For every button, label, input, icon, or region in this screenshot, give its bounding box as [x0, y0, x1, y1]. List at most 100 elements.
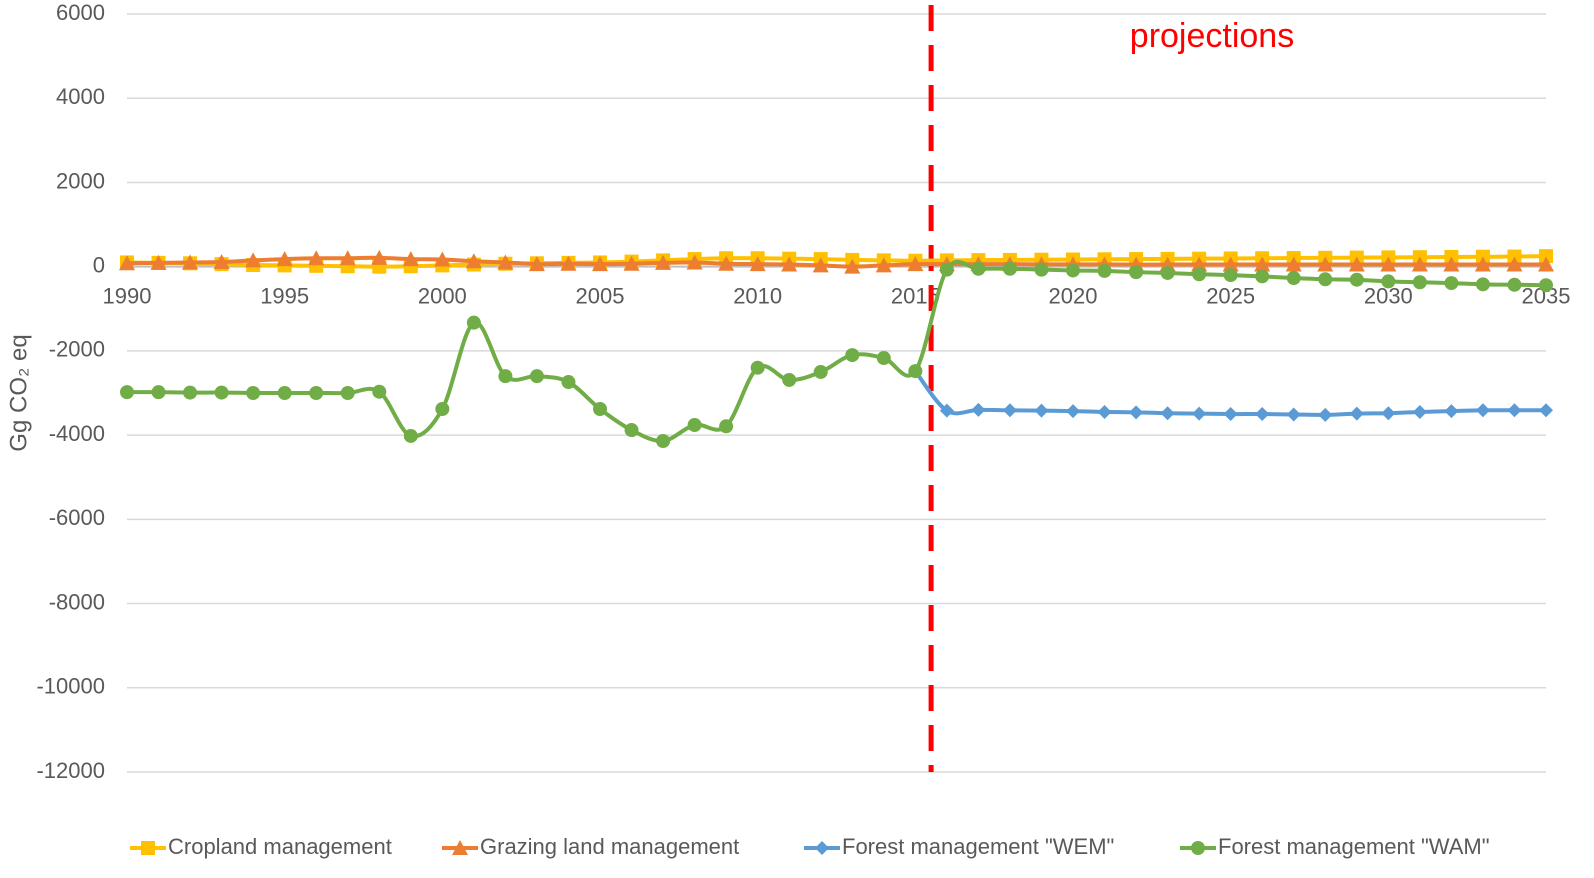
marker	[656, 434, 671, 449]
x-tick-label: 2010	[733, 283, 782, 308]
marker	[1349, 406, 1364, 421]
x-tick-label: 1995	[260, 283, 309, 308]
marker	[655, 254, 672, 270]
marker	[593, 402, 607, 417]
y-tick-label: 2000	[56, 168, 105, 193]
marker	[844, 258, 861, 274]
marker	[1475, 277, 1490, 292]
marker	[718, 255, 735, 271]
marker	[528, 256, 545, 272]
marker	[1285, 256, 1302, 272]
marker	[372, 384, 387, 399]
marker	[213, 254, 230, 270]
marker	[1506, 256, 1523, 272]
marker	[403, 428, 418, 443]
marker	[246, 386, 261, 400]
marker	[1191, 256, 1208, 272]
marker	[749, 256, 766, 272]
marker	[1381, 406, 1396, 421]
marker	[623, 255, 640, 271]
y-tick-label: -6000	[49, 505, 105, 530]
marker	[1255, 269, 1270, 284]
marker	[183, 385, 198, 400]
y-axis-title: Gg CO₂ eq	[5, 334, 32, 451]
marker	[1160, 406, 1175, 421]
marker	[813, 364, 828, 379]
marker	[1475, 403, 1490, 418]
y-tick-label: 6000	[56, 0, 105, 25]
annotation: projections	[1130, 17, 1294, 55]
series-line	[126, 255, 1546, 269]
marker	[592, 256, 608, 272]
marker	[1381, 274, 1396, 289]
legend-label: Grazing land management	[480, 834, 739, 859]
marker	[815, 841, 829, 855]
marker	[560, 255, 577, 271]
legend-label: Forest management "WAM"	[1218, 834, 1490, 859]
marker	[452, 840, 468, 855]
marker	[1444, 276, 1459, 291]
marker	[1160, 265, 1175, 280]
marker	[465, 253, 482, 269]
marker	[1034, 403, 1049, 418]
marker	[561, 375, 576, 390]
legend-label: Cropland management	[168, 834, 392, 859]
marker	[214, 385, 229, 400]
marker	[1539, 278, 1553, 293]
marker	[1539, 249, 1553, 264]
marker	[1223, 407, 1238, 422]
x-tick-label: 2025	[1206, 283, 1255, 308]
y-tick-label: -4000	[49, 421, 105, 446]
marker	[1222, 256, 1239, 272]
marker	[1066, 263, 1080, 278]
marker	[719, 419, 734, 434]
marker	[907, 256, 924, 272]
marker	[1507, 403, 1522, 418]
marker	[245, 252, 262, 268]
marker	[1507, 249, 1522, 264]
marker	[141, 841, 155, 855]
marker	[750, 360, 765, 375]
marker	[939, 262, 954, 277]
marker	[971, 402, 986, 417]
marker	[1192, 267, 1207, 282]
y-tick-label: 4000	[56, 84, 105, 109]
marker	[1411, 256, 1428, 272]
x-tick-label: 2000	[418, 283, 467, 308]
marker	[120, 385, 134, 400]
x-tick-label: 2020	[1049, 283, 1098, 308]
marker	[1348, 256, 1365, 272]
marker	[1444, 404, 1459, 419]
marker	[498, 369, 513, 384]
marker	[1539, 403, 1553, 418]
marker	[876, 351, 891, 366]
marker	[1066, 404, 1080, 419]
marker	[1318, 407, 1333, 422]
marker	[308, 250, 325, 266]
marker	[1286, 407, 1301, 422]
marker	[1129, 265, 1144, 280]
marker	[1097, 263, 1112, 278]
series-line	[126, 259, 1547, 444]
marker	[812, 257, 829, 273]
y-tick-label: -12000	[36, 758, 105, 783]
marker	[1286, 271, 1301, 286]
marker	[182, 254, 199, 270]
marker	[151, 385, 166, 400]
marker	[1538, 256, 1554, 272]
marker	[150, 254, 167, 270]
marker	[1192, 406, 1207, 421]
marker	[1191, 841, 1205, 855]
marker	[939, 403, 954, 418]
marker	[277, 386, 292, 400]
marker	[1443, 256, 1460, 272]
y-tick-label: 0	[93, 252, 105, 277]
y-tick-label: -8000	[49, 589, 105, 614]
marker	[402, 251, 419, 267]
marker	[686, 254, 703, 270]
x-tick-label: 2005	[576, 283, 625, 308]
marker	[497, 254, 514, 270]
marker	[339, 250, 356, 266]
